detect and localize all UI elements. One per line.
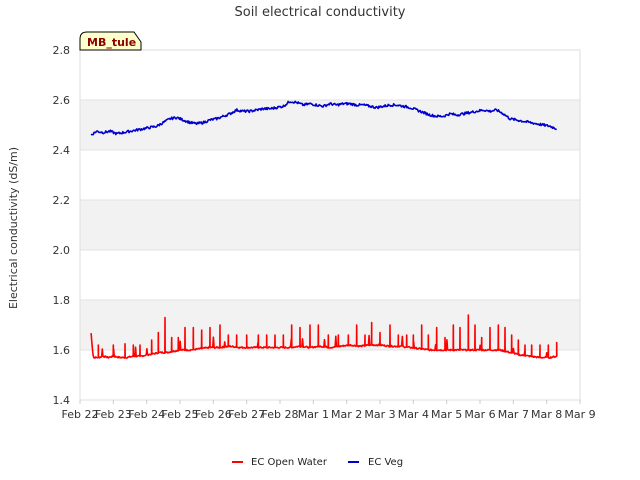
series-line-ec-veg bbox=[90, 100, 557, 136]
station-badge: MB_tule bbox=[79, 31, 142, 51]
legend: EC Open Water EC Veg bbox=[232, 457, 403, 468]
x-tick-label: Mar 5 bbox=[431, 408, 462, 421]
y-tick-label: 2.2 bbox=[53, 194, 71, 207]
grid-band bbox=[80, 100, 580, 150]
x-tick-label: Mar 1 bbox=[298, 408, 329, 421]
y-tick-label: 1.8 bbox=[53, 294, 71, 307]
x-tick-label: Mar 6 bbox=[464, 408, 495, 421]
y-tick-label: 2.4 bbox=[53, 144, 71, 157]
legend-label-veg: EC Veg bbox=[368, 457, 403, 468]
x-tick-label: Mar 4 bbox=[398, 408, 429, 421]
x-tick-label: Feb 27 bbox=[228, 408, 265, 421]
station-badge-label: MB_tule bbox=[87, 36, 136, 49]
x-tick-label: Feb 28 bbox=[262, 408, 299, 421]
series-layer bbox=[90, 100, 558, 360]
x-tick-label: Mar 3 bbox=[364, 408, 395, 421]
x-tick-label: Feb 22 bbox=[62, 408, 99, 421]
x-tick-label: Feb 26 bbox=[195, 408, 232, 421]
grid-band bbox=[80, 200, 580, 250]
y-tick-label: 2.0 bbox=[53, 244, 71, 257]
y-axis-ticks: 1.4 1.6 1.8 2.0 2.2 2.4 2.6 2.8 bbox=[53, 44, 71, 407]
x-tick-label: Mar 7 bbox=[498, 408, 529, 421]
grid-bands bbox=[80, 100, 580, 350]
chart-title: Soil electrical conductivity bbox=[234, 5, 405, 20]
x-tick-label: Feb 24 bbox=[128, 408, 165, 421]
x-tick-label: Mar 2 bbox=[331, 408, 362, 421]
x-tick-label: Mar 8 bbox=[531, 408, 562, 421]
y-tick-label: 1.4 bbox=[53, 394, 71, 407]
x-tick-label: Feb 25 bbox=[162, 408, 199, 421]
series-line-ec-open-water bbox=[90, 314, 558, 360]
grid-band bbox=[80, 300, 580, 350]
legend-item-veg[interactable]: EC Veg bbox=[348, 457, 403, 468]
y-tick-label: 2.6 bbox=[53, 94, 71, 107]
plot-frame bbox=[79, 49, 581, 401]
y-axis-label: Electrical conductivity (dS/m) bbox=[7, 147, 20, 309]
x-tick-label: Feb 23 bbox=[95, 408, 132, 421]
x-tick-label: Mar 9 bbox=[564, 408, 595, 421]
legend-item-open-water[interactable]: EC Open Water bbox=[232, 457, 328, 468]
station-badge-shape bbox=[79, 31, 142, 51]
y-tick-label: 1.6 bbox=[53, 344, 71, 357]
legend-label-open-water: EC Open Water bbox=[251, 457, 328, 468]
y-tick-label: 2.8 bbox=[53, 44, 71, 57]
